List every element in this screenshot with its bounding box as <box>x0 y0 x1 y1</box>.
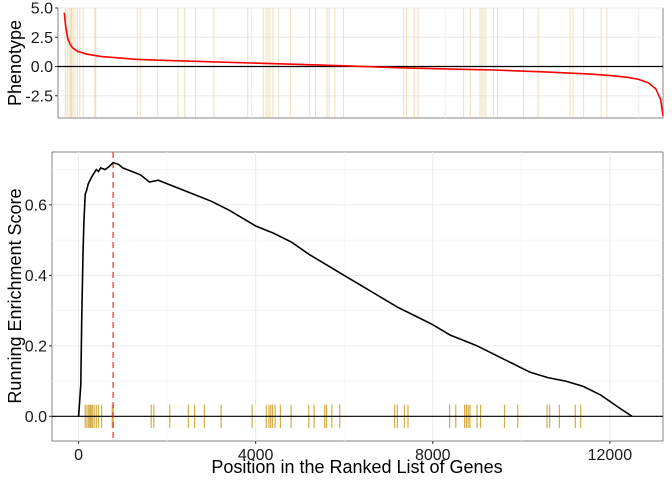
enrichment-axis-title: Running Enrichment Score <box>5 188 25 403</box>
phenotype-panel: 5.0 2.5 0.0 -2.5 Phenotype <box>5 1 664 119</box>
phenotype-y-tick-label: 0.0 <box>31 59 53 76</box>
enrichment-x-tick-label: 12000 <box>588 447 633 464</box>
phenotype-y-tick-label: 5.0 <box>31 1 53 18</box>
phenotype-y-tick-label: -2.5 <box>25 88 53 105</box>
enrichment-panel: 0.0 0.2 0.4 0.6 0 4000 8000 12000 Running Enri… <box>5 151 664 477</box>
enrichment-y-ticks: 0.0 0.2 0.4 0.6 <box>25 197 52 426</box>
phenotype-curve <box>63 12 664 116</box>
phenotype-panel-background <box>57 7 664 119</box>
enrichment-y-tick-label: 0.0 <box>25 409 47 426</box>
enrichment-x-tick-label: 8000 <box>415 447 451 464</box>
enrichment-x-ticks: 0 4000 8000 12000 <box>74 441 632 464</box>
enrichment-x-tick-label: 4000 <box>238 447 274 464</box>
enrichment-x-tick-label: 0 <box>74 447 83 464</box>
running-enrichment-curve <box>77 161 633 417</box>
enrichment-y-tick-label: 0.6 <box>25 197 47 214</box>
enrichment-y-tick-label: 0.4 <box>25 268 47 285</box>
phenotype-hit-lines <box>64 8 608 118</box>
enrichment-panel-background <box>51 151 664 442</box>
enrichment-y-tick-label: 0.2 <box>25 338 47 355</box>
phenotype-axis-title: Phenotype <box>5 20 25 106</box>
phenotype-y-ticks: 5.0 2.5 0.0 -2.5 <box>25 1 58 105</box>
phenotype-y-tick-label: 2.5 <box>31 30 53 47</box>
x-axis-title: Position in the Ranked List of Genes <box>211 457 502 477</box>
